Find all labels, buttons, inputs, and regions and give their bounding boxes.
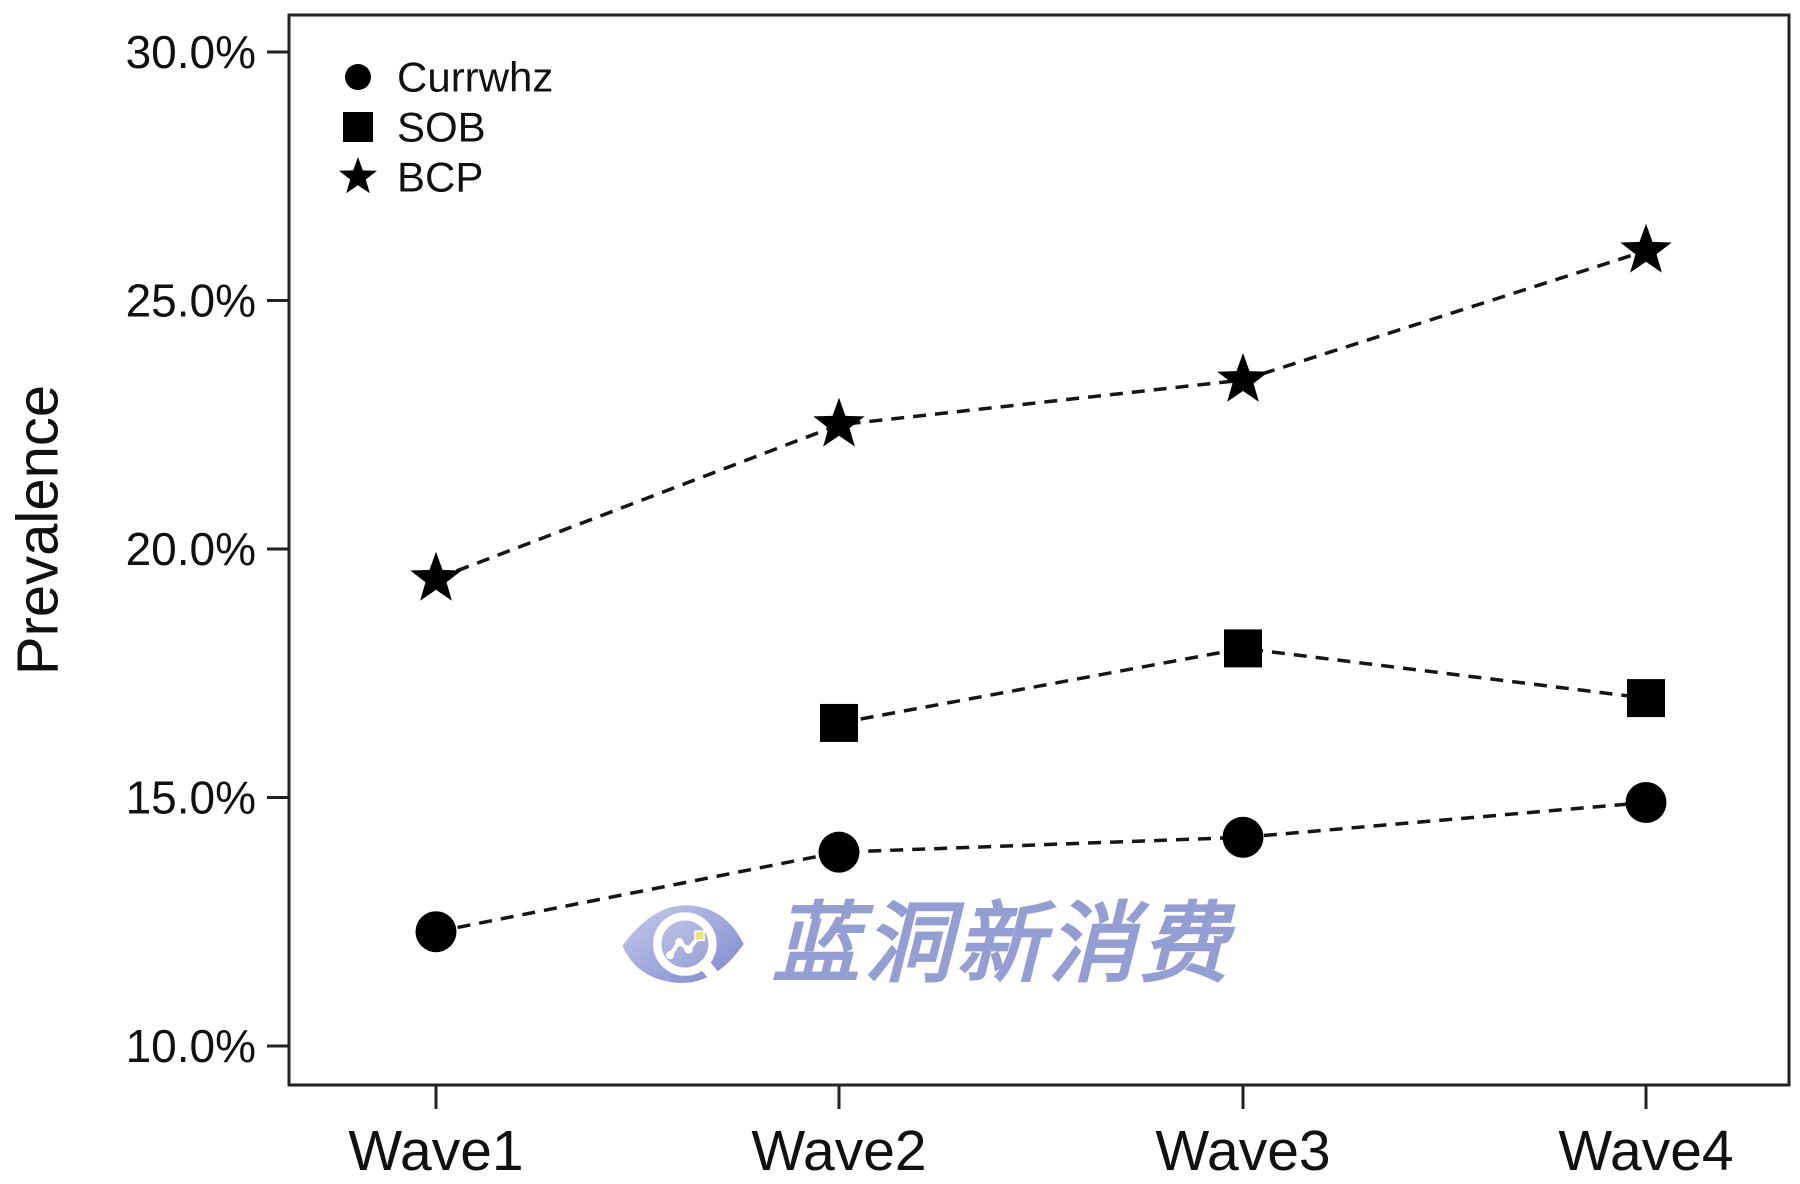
series-line-Currwhz [435, 800, 1647, 934]
x-tick-label: Wave4 [1558, 1119, 1733, 1183]
x-tick-label: Wave1 [348, 1119, 523, 1183]
data-point-Currwhz-Wave2 [818, 831, 860, 873]
legend-label-Currwhz: Currwhz [397, 54, 553, 101]
y-tick-label: 10.0% [126, 1020, 256, 1072]
y-tick-label: 25.0% [126, 275, 256, 327]
x-tick-label: Wave2 [751, 1119, 926, 1183]
legend-label-BCP: BCP [397, 154, 483, 201]
y-tick-label: 15.0% [126, 772, 256, 824]
data-point-BCP-Wave2 [813, 397, 865, 447]
data-point-SOB-Wave4 [1627, 679, 1665, 718]
data-point-Currwhz-Wave3 [1222, 816, 1264, 858]
series-line-BCP [435, 249, 1647, 581]
plot-border [287, 13, 1791, 1087]
legend-marker-BCP [339, 157, 377, 194]
data-point-Currwhz-Wave4 [1625, 781, 1667, 823]
data-point-SOB-Wave2 [820, 703, 858, 742]
y-tick-label: 30.0% [126, 26, 256, 78]
data-point-BCP-Wave1 [410, 551, 462, 601]
legend-label-SOB: SOB [397, 104, 486, 151]
y-axis-title: Prevalence [5, 384, 71, 676]
data-point-Currwhz-Wave1 [415, 911, 457, 953]
series-line-SOB [838, 646, 1647, 725]
data-point-SOB-Wave3 [1224, 629, 1262, 668]
legend-marker-Currwhz [345, 64, 371, 90]
y-tick-label: 20.0% [126, 523, 256, 575]
data-point-BCP-Wave3 [1217, 353, 1269, 402]
x-tick-label: Wave3 [1155, 1119, 1330, 1183]
legend-marker-SOB [343, 112, 373, 142]
data-point-BCP-Wave4 [1620, 223, 1672, 273]
